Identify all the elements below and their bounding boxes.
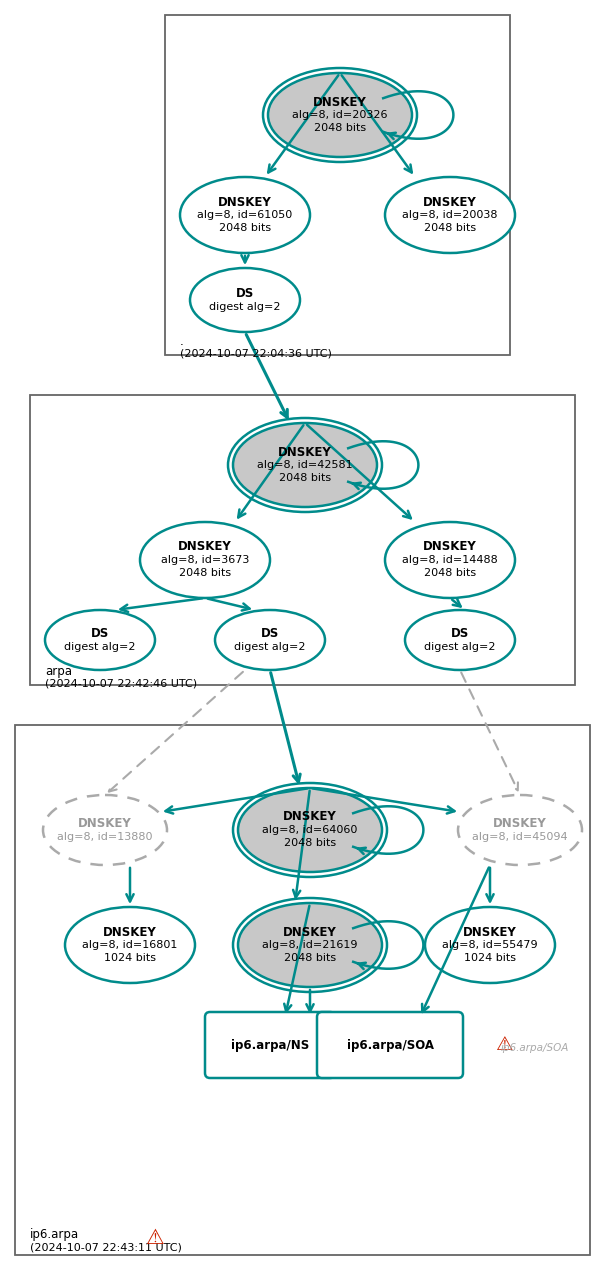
Bar xyxy=(30,395,575,685)
Ellipse shape xyxy=(233,423,377,506)
Text: DNSKEY: DNSKEY xyxy=(283,810,337,823)
Ellipse shape xyxy=(190,268,300,332)
Text: alg=8, id=64060: alg=8, id=64060 xyxy=(262,826,358,835)
Text: alg=8, id=21619: alg=8, id=21619 xyxy=(262,940,358,950)
Text: 1024 bits: 1024 bits xyxy=(464,953,516,963)
Ellipse shape xyxy=(238,903,382,987)
Text: DNSKEY: DNSKEY xyxy=(283,926,337,938)
Text: 2048 bits: 2048 bits xyxy=(424,568,476,578)
Text: alg=8, id=42581: alg=8, id=42581 xyxy=(257,460,353,470)
Text: digest alg=2: digest alg=2 xyxy=(64,641,135,651)
Text: 2048 bits: 2048 bits xyxy=(179,568,231,578)
Bar xyxy=(165,15,510,355)
Text: DS: DS xyxy=(91,627,109,640)
Ellipse shape xyxy=(180,177,310,253)
Text: DNSKEY: DNSKEY xyxy=(493,817,547,829)
Ellipse shape xyxy=(65,906,195,983)
Text: 2048 bits: 2048 bits xyxy=(284,838,336,847)
Text: 2048 bits: 2048 bits xyxy=(424,223,476,233)
Text: arpa: arpa xyxy=(45,665,72,678)
Text: .: . xyxy=(180,335,184,347)
Text: DNSKEY: DNSKEY xyxy=(463,926,517,938)
Text: alg=8, id=20326: alg=8, id=20326 xyxy=(292,110,388,121)
Bar xyxy=(15,726,590,1255)
Text: digest alg=2: digest alg=2 xyxy=(424,641,496,651)
Text: digest alg=2: digest alg=2 xyxy=(209,301,281,312)
Text: alg=8, id=45094: alg=8, id=45094 xyxy=(472,832,568,841)
Text: DS: DS xyxy=(261,627,279,640)
Ellipse shape xyxy=(238,788,382,872)
Ellipse shape xyxy=(385,522,515,597)
Text: alg=8, id=3673: alg=8, id=3673 xyxy=(161,555,249,565)
Text: ip6.arpa: ip6.arpa xyxy=(30,1228,79,1241)
Text: (2024-10-07 22:04:36 UTC): (2024-10-07 22:04:36 UTC) xyxy=(180,347,332,358)
Text: DNSKEY: DNSKEY xyxy=(103,926,157,938)
Text: DNSKEY: DNSKEY xyxy=(278,446,332,459)
Text: alg=8, id=20038: alg=8, id=20038 xyxy=(402,210,498,221)
Text: DNSKEY: DNSKEY xyxy=(78,817,132,829)
Text: ⚠: ⚠ xyxy=(497,1036,514,1055)
Text: 1024 bits: 1024 bits xyxy=(104,953,156,963)
Ellipse shape xyxy=(43,795,167,865)
Text: alg=8, id=16801: alg=8, id=16801 xyxy=(82,940,178,950)
Text: alg=8, id=61050: alg=8, id=61050 xyxy=(197,210,292,221)
Text: 2048 bits: 2048 bits xyxy=(284,953,336,963)
Text: ip6.arpa/SOA: ip6.arpa/SOA xyxy=(501,1044,569,1053)
Ellipse shape xyxy=(140,522,270,597)
Text: (2024-10-07 22:43:11 UTC): (2024-10-07 22:43:11 UTC) xyxy=(30,1242,182,1253)
Text: DNSKEY: DNSKEY xyxy=(423,195,477,209)
Text: ip6.arpa/NS: ip6.arpa/NS xyxy=(231,1038,309,1051)
Text: digest alg=2: digest alg=2 xyxy=(234,641,306,651)
Text: DNSKEY: DNSKEY xyxy=(218,195,272,209)
Text: DNSKEY: DNSKEY xyxy=(313,95,367,109)
Ellipse shape xyxy=(458,795,582,865)
FancyBboxPatch shape xyxy=(317,1011,463,1078)
Text: (2024-10-07 22:42:46 UTC): (2024-10-07 22:42:46 UTC) xyxy=(45,678,197,688)
Text: ip6.arpa/SOA: ip6.arpa/SOA xyxy=(346,1038,433,1051)
Ellipse shape xyxy=(268,73,412,156)
Text: DNSKEY: DNSKEY xyxy=(178,541,232,554)
Ellipse shape xyxy=(425,906,555,983)
Ellipse shape xyxy=(215,610,325,670)
FancyBboxPatch shape xyxy=(205,1011,335,1078)
Ellipse shape xyxy=(45,610,155,670)
Text: 2048 bits: 2048 bits xyxy=(279,473,331,483)
Text: alg=8, id=13880: alg=8, id=13880 xyxy=(57,832,153,841)
Ellipse shape xyxy=(385,177,515,253)
Text: DS: DS xyxy=(451,627,469,640)
Text: DNSKEY: DNSKEY xyxy=(423,541,477,554)
Text: ⚠: ⚠ xyxy=(146,1228,164,1247)
Text: DS: DS xyxy=(236,287,254,300)
Ellipse shape xyxy=(405,610,515,670)
Text: alg=8, id=14488: alg=8, id=14488 xyxy=(402,555,498,565)
Text: alg=8, id=55479: alg=8, id=55479 xyxy=(442,940,538,950)
Text: 2048 bits: 2048 bits xyxy=(314,123,366,133)
Text: 2048 bits: 2048 bits xyxy=(219,223,271,233)
